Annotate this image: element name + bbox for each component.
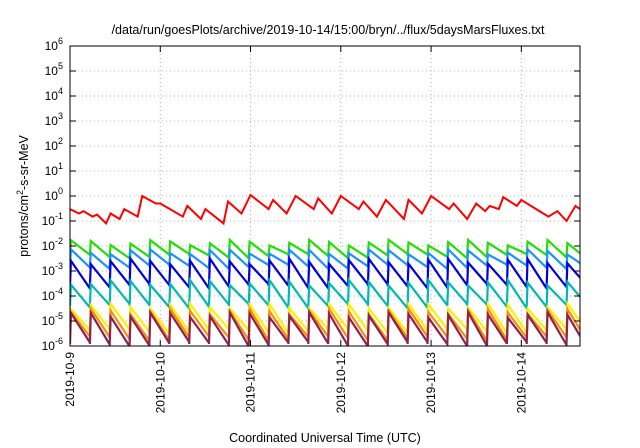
series-line-7	[70, 308, 580, 346]
y-tick-label: 104	[45, 86, 63, 103]
series-line-0	[70, 193, 580, 226]
series-line-4	[70, 276, 580, 313]
y-tick-label: 103	[45, 111, 63, 128]
x-tick-label: 2019-10-14	[514, 352, 528, 414]
y-tick-label: 100	[45, 186, 63, 203]
y-tick-label: 101	[45, 161, 63, 178]
y-tick-label: 10-4	[42, 286, 63, 303]
y-axis-ticks: 10-6 10-5 10-4 10-3 10-2 10-1 100 101 102 103 104 1…	[42, 36, 580, 353]
x-tick-label: 2019-10-11	[244, 352, 258, 413]
plot-frame	[69, 45, 581, 347]
y-tick-label: 10-3	[42, 261, 63, 278]
y-tick-label: 10-5	[42, 311, 63, 328]
series-group	[70, 193, 580, 346]
x-tick-label: 2019-10-13	[424, 352, 438, 414]
y-tick-label: 105	[45, 61, 63, 78]
y-tick-label: 102	[45, 136, 63, 153]
x-tick-label: 2019-10-12	[334, 352, 348, 414]
y-axis-label-base: protons/cm	[17, 195, 31, 257]
series-line-1	[70, 237, 580, 261]
y-tick-label: 10-2	[42, 236, 63, 253]
y-tick-label: 10-1	[42, 211, 63, 228]
x-axis-ticks: 2019-10-9 2019-10-10 2019-10-11 2019-10-12 2…	[63, 46, 528, 413]
chart-title: /data/run/goesPlots/archive/2019-10-14/1…	[112, 23, 545, 37]
x-tick-label: 2019-10-9	[63, 352, 77, 407]
y-axis-label-rest: -s-sr-MeV	[17, 134, 31, 190]
y-tick-label: 106	[45, 36, 63, 53]
x-axis-label: Coordinated Universal Time (UTC)	[229, 431, 421, 445]
x-tick-label: 2019-10-10	[153, 352, 167, 414]
series-line-3	[70, 255, 580, 293]
y-axis-label-exp: 2	[15, 190, 25, 195]
y-tick-label: 10-6	[42, 336, 63, 353]
grid-lines	[70, 46, 580, 346]
y-axis-label: protons/cm2-s-sr-MeV	[15, 134, 31, 256]
